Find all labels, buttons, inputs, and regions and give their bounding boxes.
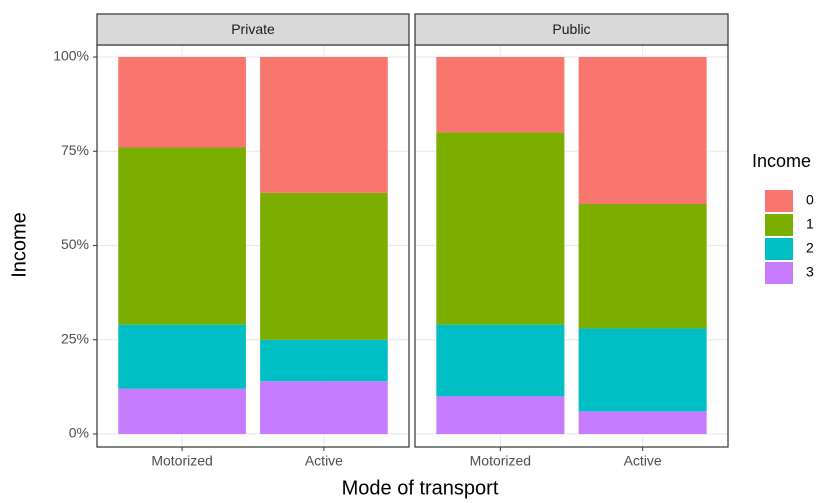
bar-segment — [118, 147, 246, 325]
legend-key — [765, 238, 793, 260]
x-axis-label: Mode of transport — [342, 477, 499, 499]
bar-segment — [436, 57, 565, 133]
y-tick-label: 50% — [61, 236, 89, 252]
y-tick-label: 100% — [53, 48, 89, 64]
legend-key — [765, 262, 793, 284]
x-tick-label: Motorized — [151, 453, 212, 469]
legend-label: 1 — [806, 216, 814, 232]
bar-segment — [578, 204, 707, 329]
y-tick-label: 25% — [61, 330, 89, 346]
x-tick-label: Active — [624, 453, 662, 469]
legend-label: 0 — [806, 192, 814, 208]
facet-label: Public — [552, 21, 590, 37]
legend-label: 2 — [806, 240, 814, 256]
legend-title: Income — [752, 151, 811, 171]
bar-segment — [578, 328, 707, 412]
bar-segment — [578, 57, 707, 205]
legend-key — [765, 190, 793, 212]
bar-segment — [436, 132, 565, 325]
bar-segment — [260, 339, 388, 382]
facet-strip — [414, 13, 729, 46]
y-axis-label: Income — [8, 212, 30, 278]
bar-segment — [118, 324, 246, 389]
bar-segment — [578, 411, 707, 434]
facet-label: Private — [231, 21, 275, 37]
legend-key — [765, 214, 793, 236]
facet-strip — [96, 13, 410, 46]
bar-segment — [436, 396, 565, 434]
bar-segment — [118, 388, 246, 434]
y-tick-label: 0% — [69, 425, 89, 441]
bar-segment — [118, 57, 246, 148]
y-tick-label: 75% — [61, 142, 89, 158]
bar-segment — [260, 192, 388, 340]
bar-segment — [260, 381, 388, 434]
bar-segment — [436, 324, 565, 397]
x-tick-label: Active — [305, 453, 343, 469]
bar-segment — [260, 57, 388, 193]
legend-label: 3 — [806, 264, 814, 280]
x-tick-label: Motorized — [470, 453, 531, 469]
